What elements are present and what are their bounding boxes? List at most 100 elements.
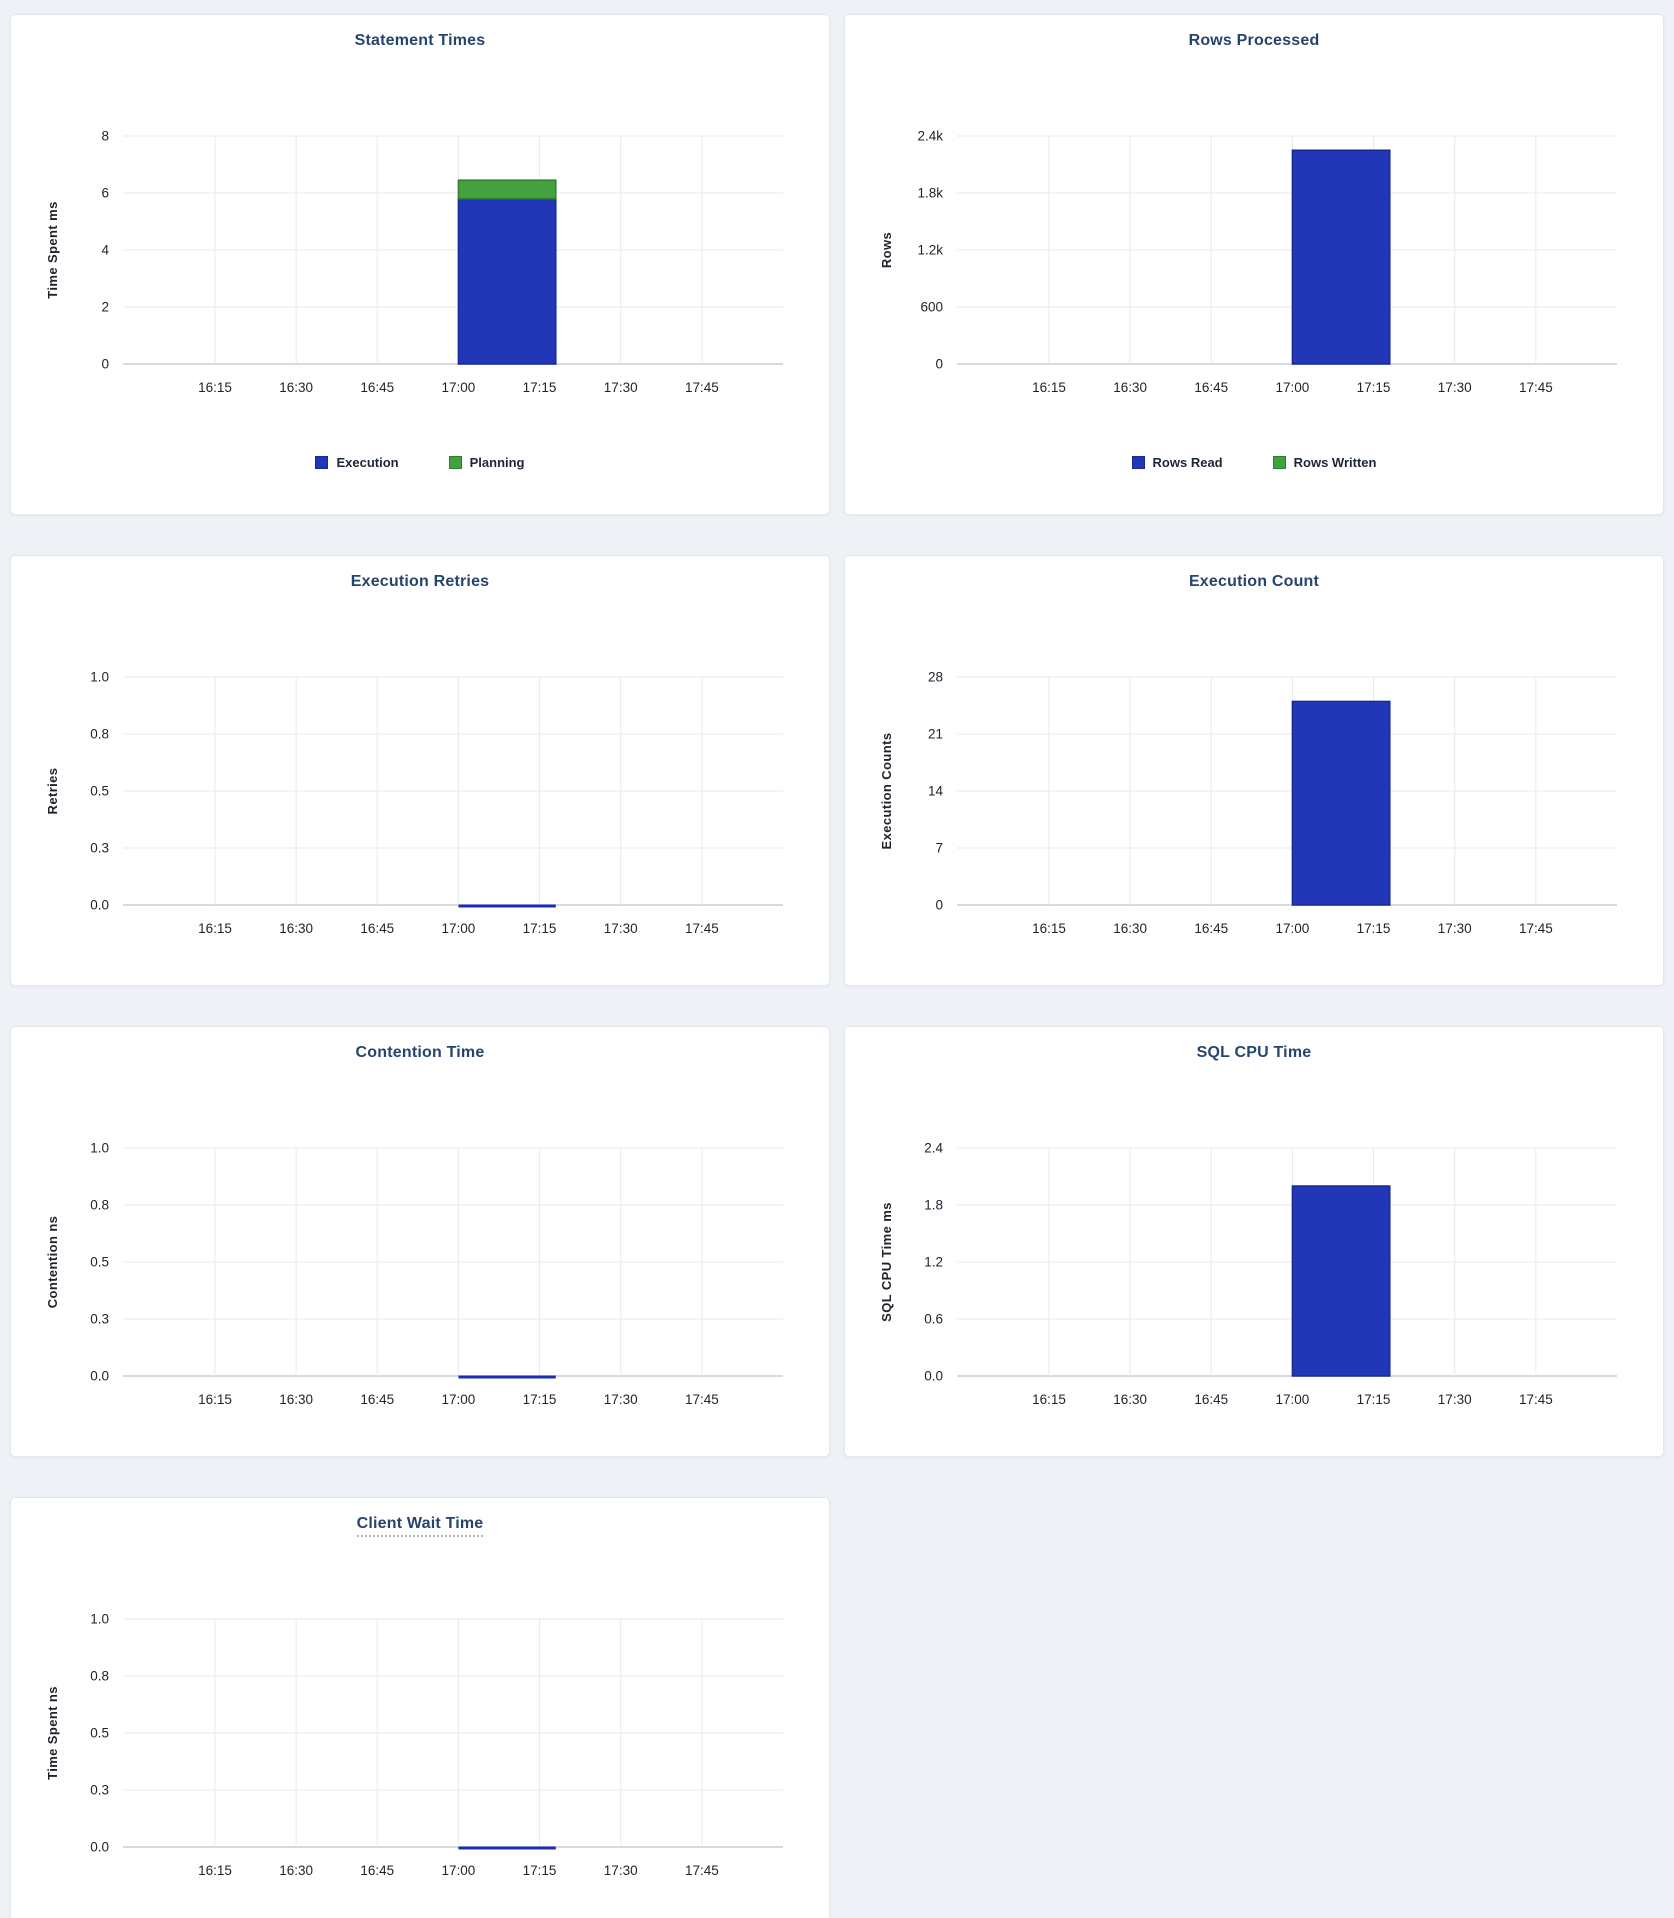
- svg-text:16:45: 16:45: [360, 921, 394, 936]
- svg-text:600: 600: [920, 300, 943, 315]
- chart-title: SQL CPU Time: [1196, 1044, 1312, 1061]
- svg-text:17:15: 17:15: [523, 1392, 557, 1407]
- svg-text:0.8: 0.8: [90, 1198, 109, 1213]
- svg-text:0.5: 0.5: [90, 1726, 109, 1741]
- legend-label: Rows Read: [1152, 455, 1223, 470]
- svg-text:16:30: 16:30: [279, 1392, 313, 1407]
- bar-segment: [1291, 1185, 1391, 1377]
- svg-text:16:45: 16:45: [1194, 380, 1228, 395]
- svg-text:16:45: 16:45: [360, 1863, 394, 1878]
- chart-title-row: Execution Count: [845, 573, 1663, 597]
- svg-text:17:00: 17:00: [1276, 921, 1310, 936]
- svg-text:2.4k: 2.4k: [917, 129, 943, 144]
- svg-text:17:00: 17:00: [1276, 1392, 1310, 1407]
- svg-text:0.8: 0.8: [90, 1669, 109, 1684]
- legend: Execution Planning: [11, 455, 829, 470]
- bar-segment: [457, 197, 557, 365]
- svg-text:17:15: 17:15: [523, 380, 557, 395]
- svg-text:0.0: 0.0: [90, 1840, 109, 1855]
- svg-text:0: 0: [935, 898, 943, 913]
- svg-text:17:30: 17:30: [604, 1392, 638, 1407]
- svg-text:16:15: 16:15: [1032, 1392, 1066, 1407]
- svg-text:0.5: 0.5: [90, 1255, 109, 1270]
- svg-text:17:15: 17:15: [1357, 1392, 1391, 1407]
- svg-text:17:30: 17:30: [604, 921, 638, 936]
- svg-text:0.0: 0.0: [90, 898, 109, 913]
- svg-text:17:30: 17:30: [1438, 1392, 1472, 1407]
- execution-retries-card: Execution Retries 0.0 0.3 0.5 0.8 1.0 16:15 16…: [10, 555, 830, 986]
- svg-text:17:15: 17:15: [523, 921, 557, 936]
- execution-retries-chart: 0.0 0.3 0.5 0.8 1.0 16:15 16:30 16:45 17:00 17:15…: [11, 597, 829, 952]
- svg-text:4: 4: [101, 243, 109, 258]
- legend-label: Planning: [469, 455, 525, 470]
- legend-item-execution[interactable]: Execution: [315, 455, 399, 470]
- svg-text:17:00: 17:00: [442, 380, 476, 395]
- svg-text:17:15: 17:15: [1357, 380, 1391, 395]
- svg-text:6: 6: [101, 186, 109, 201]
- contention-time-card: Contention Time 0.0 0.3 0.5 0.8 1.0 16:15 16:3…: [10, 1026, 830, 1457]
- legend-label: Rows Written: [1293, 455, 1377, 470]
- svg-text:SQL CPU Time ms: SQL CPU Time ms: [879, 1202, 894, 1322]
- svg-text:17:00: 17:00: [442, 921, 476, 936]
- svg-text:0.3: 0.3: [90, 1312, 109, 1327]
- statement-times-card: Statement Times 0 2 4 6 8 16:15 16:30 16:45 17:0…: [10, 14, 830, 515]
- svg-text:16:30: 16:30: [1113, 1392, 1147, 1407]
- svg-text:1.0: 1.0: [90, 1612, 109, 1627]
- sql-cpu-time-chart: 0.0 0.6 1.2 1.8 2.4 16:15 16:30 16:45 17:00 17:15…: [845, 1068, 1663, 1423]
- svg-text:0: 0: [101, 357, 109, 372]
- svg-text:Time Spent ns: Time Spent ns: [45, 1686, 60, 1780]
- svg-text:7: 7: [935, 841, 943, 856]
- legend-label: Execution: [336, 455, 399, 470]
- svg-text:0.0: 0.0: [90, 1369, 109, 1384]
- statement-times-chart: 0 2 4 6 8 16:15 16:30 16:45 17:00 17:15 17:30 17:45…: [11, 56, 829, 411]
- svg-text:1.0: 1.0: [90, 670, 109, 685]
- svg-text:1.0: 1.0: [90, 1141, 109, 1156]
- chart-title-row: Execution Retries: [11, 573, 829, 597]
- svg-text:2: 2: [101, 300, 109, 315]
- rows-written-swatch-icon: [1272, 456, 1286, 469]
- chart-title-row: Contention Time: [11, 1044, 829, 1068]
- legend-item-rows-written[interactable]: Rows Written: [1272, 455, 1377, 470]
- svg-text:Time Spent ms: Time Spent ms: [45, 201, 60, 298]
- chart-svg: 0.0 0.3 0.5 0.8 1.0 16:15 16:30 16:45 17:00 17:15…: [45, 1141, 783, 1407]
- svg-text:Retries: Retries: [45, 768, 60, 815]
- execution-count-card: Execution Count 0 7 14 21 28 16:15 16:30 16:45 1…: [844, 555, 1664, 986]
- svg-text:16:15: 16:15: [198, 921, 232, 936]
- svg-text:2.4: 2.4: [924, 1141, 943, 1156]
- chart-svg: 0.0 0.3 0.5 0.8 1.0 16:15 16:30 16:45 17:00 17:15…: [45, 1612, 783, 1878]
- svg-text:Execution Counts: Execution Counts: [879, 733, 894, 850]
- chart-svg: 0 2 4 6 8 16:15 16:30 16:45 17:00 17:15 17:30 17:45…: [45, 129, 783, 395]
- svg-text:16:30: 16:30: [1113, 921, 1147, 936]
- svg-text:28: 28: [928, 670, 943, 685]
- svg-text:16:30: 16:30: [1113, 380, 1147, 395]
- client-wait-time-card: Client Wait Time 0.0 0.3 0.5 0.8 1.0 16:15 16:…: [10, 1497, 830, 1918]
- svg-text:17:15: 17:15: [1357, 921, 1391, 936]
- svg-text:0.3: 0.3: [90, 1783, 109, 1798]
- legend-item-rows-read[interactable]: Rows Read: [1131, 455, 1223, 470]
- svg-text:16:30: 16:30: [279, 380, 313, 395]
- svg-text:0.5: 0.5: [90, 784, 109, 799]
- chart-title: Statement Times: [354, 32, 486, 49]
- chart-title: Execution Count: [1188, 573, 1320, 590]
- svg-text:0: 0: [935, 357, 943, 372]
- chart-title: Contention Time: [355, 1044, 485, 1061]
- svg-text:0.3: 0.3: [90, 841, 109, 856]
- chart-title-tooltip[interactable]: Client Wait Time: [356, 1515, 484, 1537]
- legend-item-planning[interactable]: Planning: [448, 455, 525, 470]
- svg-text:0.6: 0.6: [924, 1312, 943, 1327]
- rows-processed-card: Rows Processed 0 600 1.2k 1.8k 2.4k 16:15 16:3…: [844, 14, 1664, 515]
- svg-text:16:30: 16:30: [279, 921, 313, 936]
- svg-text:Rows: Rows: [879, 232, 894, 268]
- svg-text:0.8: 0.8: [90, 727, 109, 742]
- chart-title-row: Statement Times: [11, 32, 829, 56]
- chart-title-row: SQL CPU Time: [845, 1044, 1663, 1068]
- svg-text:17:45: 17:45: [685, 380, 719, 395]
- svg-text:1.8k: 1.8k: [917, 186, 943, 201]
- client-wait-time-chart: 0.0 0.3 0.5 0.8 1.0 16:15 16:30 16:45 17:00 17:15…: [11, 1539, 829, 1894]
- svg-text:16:15: 16:15: [198, 1392, 232, 1407]
- svg-text:17:30: 17:30: [604, 380, 638, 395]
- svg-text:16:15: 16:15: [1032, 380, 1066, 395]
- svg-text:0.0: 0.0: [924, 1369, 943, 1384]
- svg-text:16:15: 16:15: [198, 380, 232, 395]
- svg-text:17:00: 17:00: [1276, 380, 1310, 395]
